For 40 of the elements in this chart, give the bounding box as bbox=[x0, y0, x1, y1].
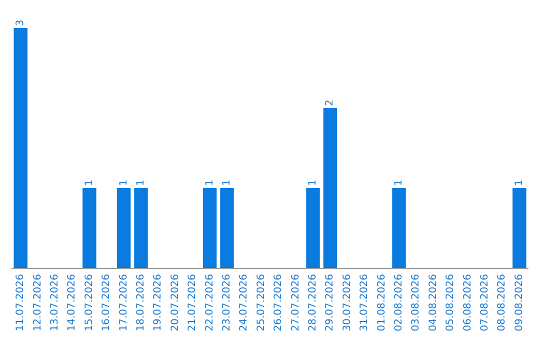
data-label: 1 bbox=[84, 180, 95, 186]
x-tick-label: 14.07.2026 bbox=[66, 274, 78, 332]
data-label: 1 bbox=[308, 180, 318, 186]
x-tick-label: 01.08.2026 bbox=[376, 274, 388, 332]
x-tick-label: 26.07.2026 bbox=[273, 274, 284, 332]
x-tick-label: 29.07.2026 bbox=[324, 274, 336, 332]
x-tick-label: 03.08.2026 bbox=[410, 274, 422, 332]
x-tick-label: 23.07.2026 bbox=[222, 274, 232, 332]
data-label: 1 bbox=[118, 180, 130, 186]
data-label: 2 bbox=[324, 100, 336, 106]
x-tick-label: 05.08.2026 bbox=[445, 274, 456, 332]
x-tick-label: 04.08.2026 bbox=[428, 274, 439, 332]
x-tick-label: 08.08.2026 bbox=[496, 274, 508, 332]
x-tick-label: 15.07.2026 bbox=[84, 274, 95, 332]
x-tick-label: 13.07.2026 bbox=[50, 274, 60, 332]
x-tick-label: 09.08.2026 bbox=[514, 274, 525, 332]
data-label: 3 bbox=[15, 20, 26, 26]
x-tick-label: 17.07.2026 bbox=[118, 274, 130, 332]
x-tick-label: 31.07.2026 bbox=[359, 274, 370, 332]
data-label: 1 bbox=[136, 180, 146, 186]
x-tick-label: 16.07.2026 bbox=[101, 274, 112, 332]
x-tick-label: 06.08.2026 bbox=[462, 274, 474, 332]
x-tick-label: 18.07.2026 bbox=[136, 274, 146, 332]
x-tick-label: 19.07.2026 bbox=[152, 274, 164, 332]
x-tick-label: 12.07.2026 bbox=[32, 274, 44, 332]
x-tick-label: 30.07.2026 bbox=[342, 274, 353, 332]
x-tick-label: 21.07.2026 bbox=[187, 274, 198, 332]
x-tick-label: 20.07.2026 bbox=[170, 274, 181, 332]
x-tick-label: 24.07.2026 bbox=[238, 274, 250, 332]
x-tick-label: 27.07.2026 bbox=[290, 274, 302, 332]
x-tick-label: 07.08.2026 bbox=[480, 274, 490, 332]
data-label: 1 bbox=[204, 180, 216, 186]
data-label: 1 bbox=[514, 180, 525, 186]
x-tick-label: 25.07.2026 bbox=[256, 274, 267, 332]
x-tick-label: 02.08.2026 bbox=[394, 274, 404, 332]
x-tick-label: 11.07.2026 bbox=[15, 274, 26, 332]
data-label: 1 bbox=[394, 180, 404, 186]
x-tick-label: 28.07.2026 bbox=[308, 274, 318, 332]
data-label: 1 bbox=[222, 180, 232, 186]
x-tick-label: 22.07.2026 bbox=[204, 274, 216, 332]
